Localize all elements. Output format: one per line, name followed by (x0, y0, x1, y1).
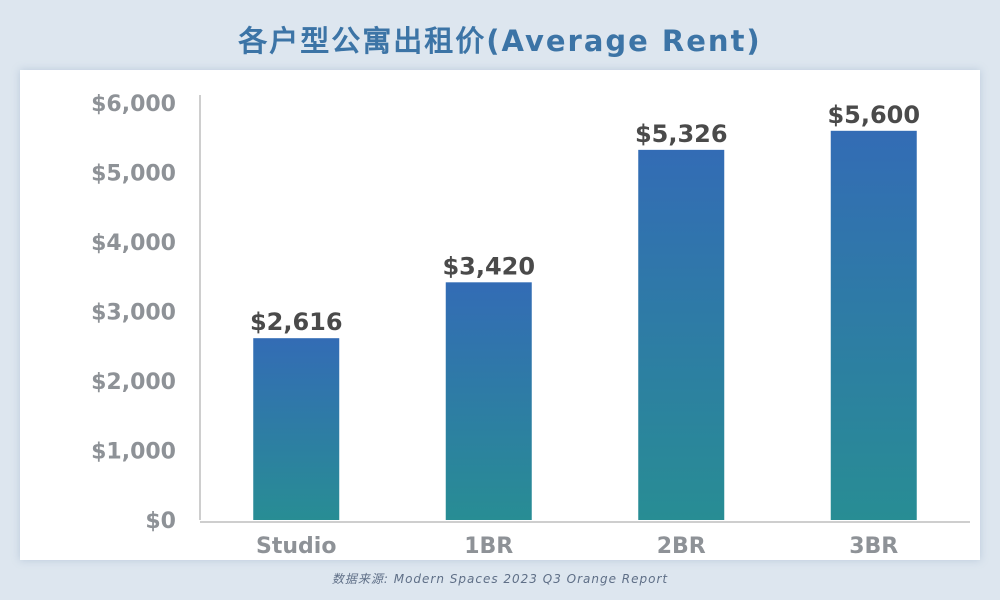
chart-panel: $0 $1,000 $2,000 $3,000 $4,000 $5,000 $6,000 $… (20, 70, 980, 560)
data-label: $5,600 (827, 101, 920, 129)
bar-1br (445, 282, 532, 520)
data-label: $2,616 (250, 308, 343, 336)
x-tick-label: Studio (256, 534, 336, 559)
chart-title: 各户型公寓出租价(Average Rent) (238, 24, 762, 58)
y-tick-label: $0 (145, 509, 176, 534)
y-tick-label: $4,000 (91, 231, 176, 256)
y-tick-label: $5,000 (91, 162, 176, 187)
data-label: $3,420 (442, 252, 535, 280)
source-note: 数据来源: Modern Spaces 2023 Q3 Orange Repor… (331, 572, 669, 586)
bar-studio (253, 338, 340, 520)
bar-3br (830, 130, 917, 521)
y-tick-label: $1,000 (91, 440, 176, 465)
y-tick-label: $6,000 (91, 92, 176, 117)
x-tick-label: 2BR (657, 534, 706, 559)
y-tick-label: $2,000 (91, 370, 176, 395)
data-label: $5,326 (635, 120, 728, 148)
bar-chart: $0 $1,000 $2,000 $3,000 $4,000 $5,000 $6,000 $… (91, 92, 970, 559)
x-tick-label: 1BR (464, 534, 513, 559)
bar-2br (638, 149, 725, 520)
y-tick-label: $3,000 (91, 301, 176, 326)
x-tick-label: 3BR (849, 534, 898, 559)
